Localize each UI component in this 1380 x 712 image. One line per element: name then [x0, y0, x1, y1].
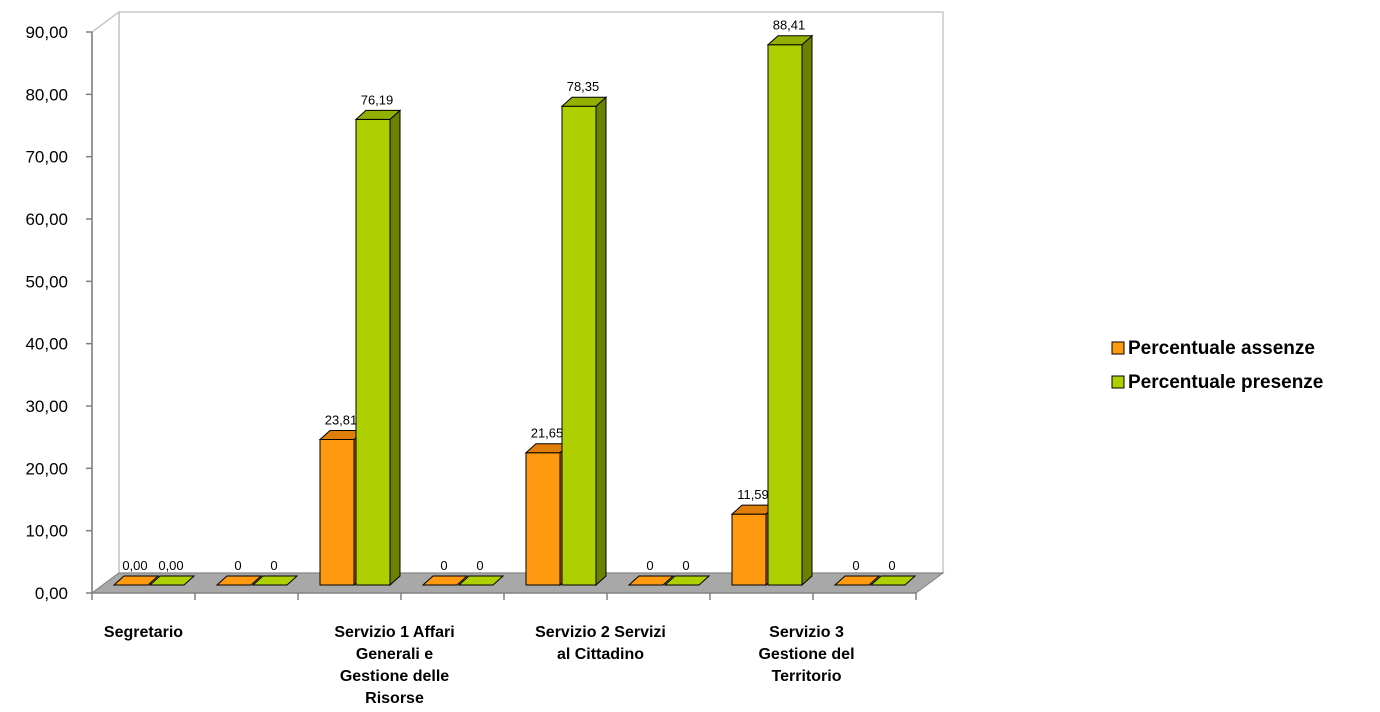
x-category-label: Servizio 2 Servizi al Cittadino [535, 624, 666, 663]
bar-top [833, 575, 881, 586]
bar [355, 118, 391, 586]
data-label: 76,19 [361, 92, 394, 107]
bar-top [251, 575, 299, 586]
x-category-label: Servizio 1 Affari Generali e Gestione dell… [334, 624, 454, 707]
chart-axes: 0,00 10,00 20,00 30,00 40,00 50,00 60,00 70,00 8… [25, 23, 917, 707]
data-label: 0,00 [158, 558, 183, 573]
data-label: 0 [440, 558, 447, 573]
bar [525, 452, 561, 586]
y-tick-label: 20,00 [25, 459, 68, 478]
data-label: 78,35 [567, 79, 600, 94]
bar-top [354, 109, 402, 120]
bar [767, 44, 803, 586]
legend-swatch [1111, 375, 1125, 389]
y-tick-label: 80,00 [25, 85, 68, 104]
data-label: 0 [888, 558, 895, 573]
bar-side [389, 109, 401, 587]
bar [319, 438, 355, 586]
y-tick-label: 0,00 [35, 584, 68, 603]
chart-bars [112, 34, 917, 587]
y-tick-label: 30,00 [25, 397, 68, 416]
y-tick-label: 50,00 [25, 272, 68, 291]
bar-top [112, 575, 160, 586]
bar-top [663, 575, 711, 586]
data-label: 0 [234, 558, 241, 573]
bar-top [627, 575, 675, 586]
data-label: 23,81 [325, 412, 358, 427]
data-label: 11,59 [737, 487, 769, 502]
x-category-label: Segretario [104, 624, 183, 641]
y-tick-label: 60,00 [25, 210, 68, 229]
data-label: 88,41 [773, 18, 806, 33]
bar-top [560, 96, 608, 107]
y-tick-label: 90,00 [25, 23, 68, 42]
data-label: 0 [646, 558, 653, 573]
y-tick-label: 40,00 [25, 335, 68, 354]
chart-walls [90, 10, 945, 595]
y-tick-label: 10,00 [25, 522, 68, 541]
data-label: 21,65 [531, 426, 564, 441]
bar-side [595, 96, 607, 587]
bar [561, 105, 597, 586]
side-wall [91, 10, 120, 595]
bar-top [869, 575, 917, 586]
bar-top [148, 575, 196, 586]
y-tick-label: 70,00 [25, 148, 68, 167]
x-category-label: Servizio 3 Gestione del Territorio [758, 624, 854, 685]
bar-side [801, 34, 813, 587]
data-label: 0,00 [122, 558, 147, 573]
legend-label: Percentuale assenze [1128, 338, 1315, 359]
data-label: 0 [270, 558, 277, 573]
bar-top [215, 575, 263, 586]
bar-top [766, 35, 814, 46]
legend-label: Percentuale presenze [1128, 372, 1323, 393]
data-label: 0 [682, 558, 689, 573]
bar-top [457, 575, 505, 586]
bar [731, 513, 767, 586]
chart-legend: Percentuale assenze Percentuale presenze [1111, 338, 1323, 393]
data-label: 0 [476, 558, 483, 573]
data-label: 0 [852, 558, 859, 573]
bar-top [421, 575, 469, 586]
legend-swatch [1111, 341, 1125, 355]
chart-data-labels: 0,00 0,00 0 0 23,81 76,19 0 0 21,65 78,35 0 0 11,59 8… [122, 18, 895, 573]
